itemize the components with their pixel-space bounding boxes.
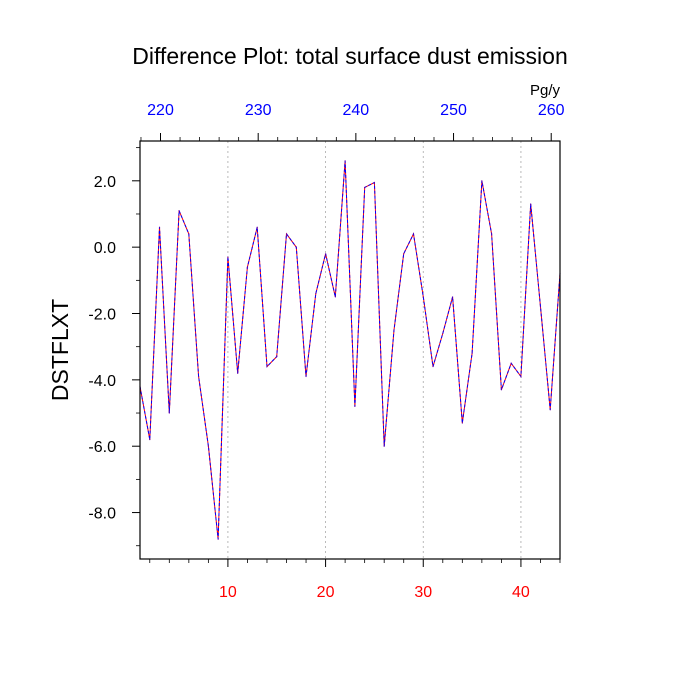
data-point	[432, 365, 434, 368]
data-point	[539, 306, 542, 308]
x-tick-label-bottom: 10	[219, 584, 237, 601]
x-tick-label-bottom: 30	[414, 584, 432, 601]
series-line-a	[139, 160, 561, 540]
data-point	[451, 296, 454, 298]
data-point	[178, 210, 180, 212]
data-point	[393, 329, 395, 331]
data-point	[510, 362, 512, 364]
plot-frame	[139, 140, 561, 560]
data-point	[412, 233, 415, 235]
data-point	[207, 445, 209, 447]
x-tick-label-bottom: 20	[317, 584, 335, 601]
data-point	[373, 181, 376, 184]
y-tick-label: -4.0	[88, 373, 116, 390]
data-point	[422, 296, 424, 298]
series-line-b	[139, 160, 561, 540]
data-point	[295, 246, 297, 248]
y-tick-label: 0.0	[94, 240, 116, 257]
data-point	[500, 389, 502, 391]
y-tick-label: 2.0	[94, 174, 116, 191]
data-point	[227, 256, 229, 258]
y-tick-label: -8.0	[88, 506, 116, 523]
data-point	[442, 332, 444, 335]
chart-title: Difference Plot: total surface dust emis…	[132, 43, 568, 69]
data-point	[305, 375, 307, 378]
data-point	[549, 409, 551, 411]
x-tick-label-top: 260	[538, 102, 565, 119]
data-point	[168, 412, 170, 414]
x-tick-label-top: 240	[343, 102, 370, 119]
data-point	[383, 445, 385, 447]
data-point	[520, 375, 522, 378]
data-point	[158, 226, 161, 228]
data-point	[481, 180, 483, 182]
data-point	[237, 372, 239, 374]
data-point	[315, 293, 317, 295]
x-tick-label-top: 230	[245, 102, 272, 119]
y-axis-label: DSTFLXT	[47, 299, 73, 401]
units-label: Pg/y	[530, 82, 561, 99]
y-tick-label: -2.0	[88, 307, 116, 324]
data-point	[266, 365, 268, 368]
data-point	[149, 438, 151, 441]
data-point	[188, 233, 190, 235]
data-point	[364, 186, 366, 189]
data-point	[324, 253, 327, 255]
data-point	[354, 405, 356, 407]
axes: 10 20 30 40 220 230 240 250 260 -8.0 -6.0 -4.0 -2.0 0…	[88, 102, 564, 601]
data-point	[530, 203, 532, 205]
series-layer	[139, 160, 561, 540]
grid	[227, 141, 522, 559]
data-point	[461, 422, 463, 424]
data-point	[403, 253, 405, 255]
x-tick-label-bottom: 40	[512, 584, 530, 601]
y-tick-label: -6.0	[88, 439, 116, 456]
x-tick-label-top: 250	[440, 102, 467, 119]
data-point	[198, 375, 200, 378]
data-point	[471, 352, 473, 354]
data-point	[217, 538, 219, 540]
data-point	[246, 266, 249, 268]
x-tick-label-top: 220	[147, 102, 174, 119]
data-point	[334, 296, 336, 298]
data-point	[256, 226, 258, 228]
data-point	[276, 356, 278, 358]
data-point	[344, 160, 346, 162]
data-point	[491, 233, 493, 235]
data-point	[285, 233, 288, 235]
